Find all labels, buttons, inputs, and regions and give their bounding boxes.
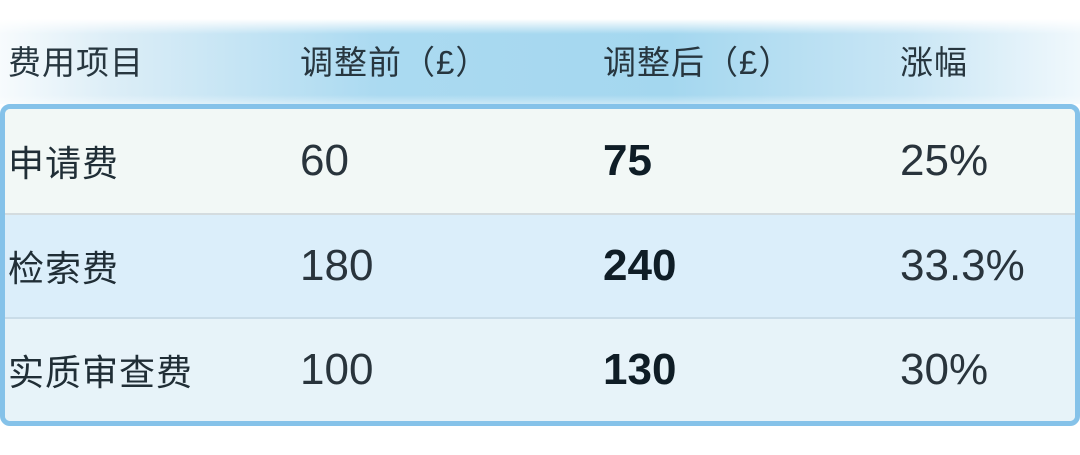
header-cell-after-adjustment: 调整后（£） — [603, 44, 793, 81]
cell-after-value: 75 — [603, 136, 652, 185]
cell-fee-item: 实质审查费 — [8, 352, 194, 393]
cell-before-value: 100 — [300, 345, 374, 394]
header-cell-before-adjustment: 调整前（£） — [300, 44, 490, 81]
cell-fee-item: 申请费 — [8, 143, 120, 184]
cell-increase-value: 33.3% — [900, 241, 1025, 290]
cell-after-value: 130 — [603, 345, 677, 394]
cell-before-value: 60 — [300, 136, 349, 185]
cell-fee-item: 检索费 — [8, 248, 120, 289]
cell-after-value: 240 — [603, 241, 677, 290]
cell-increase-value: 30% — [900, 345, 989, 394]
table-header-row: 费用项目 调整前（£） 调整后（£） 涨幅 — [0, 0, 1080, 104]
table-row: 检索费 180 240 33.3% — [5, 213, 1075, 317]
header-cell-increase: 涨幅 — [900, 44, 968, 81]
header-cell-fee-item: 费用项目 — [8, 44, 144, 81]
cell-increase-value: 25% — [900, 136, 989, 185]
cell-before-value: 180 — [300, 241, 374, 290]
table-row: 实质审查费 100 130 30% — [5, 317, 1075, 421]
table-row: 申请费 60 75 25% — [5, 109, 1075, 213]
table-body: 申请费 60 75 25% 检索费 180 240 33.3% 实质审查费 10… — [0, 104, 1080, 426]
